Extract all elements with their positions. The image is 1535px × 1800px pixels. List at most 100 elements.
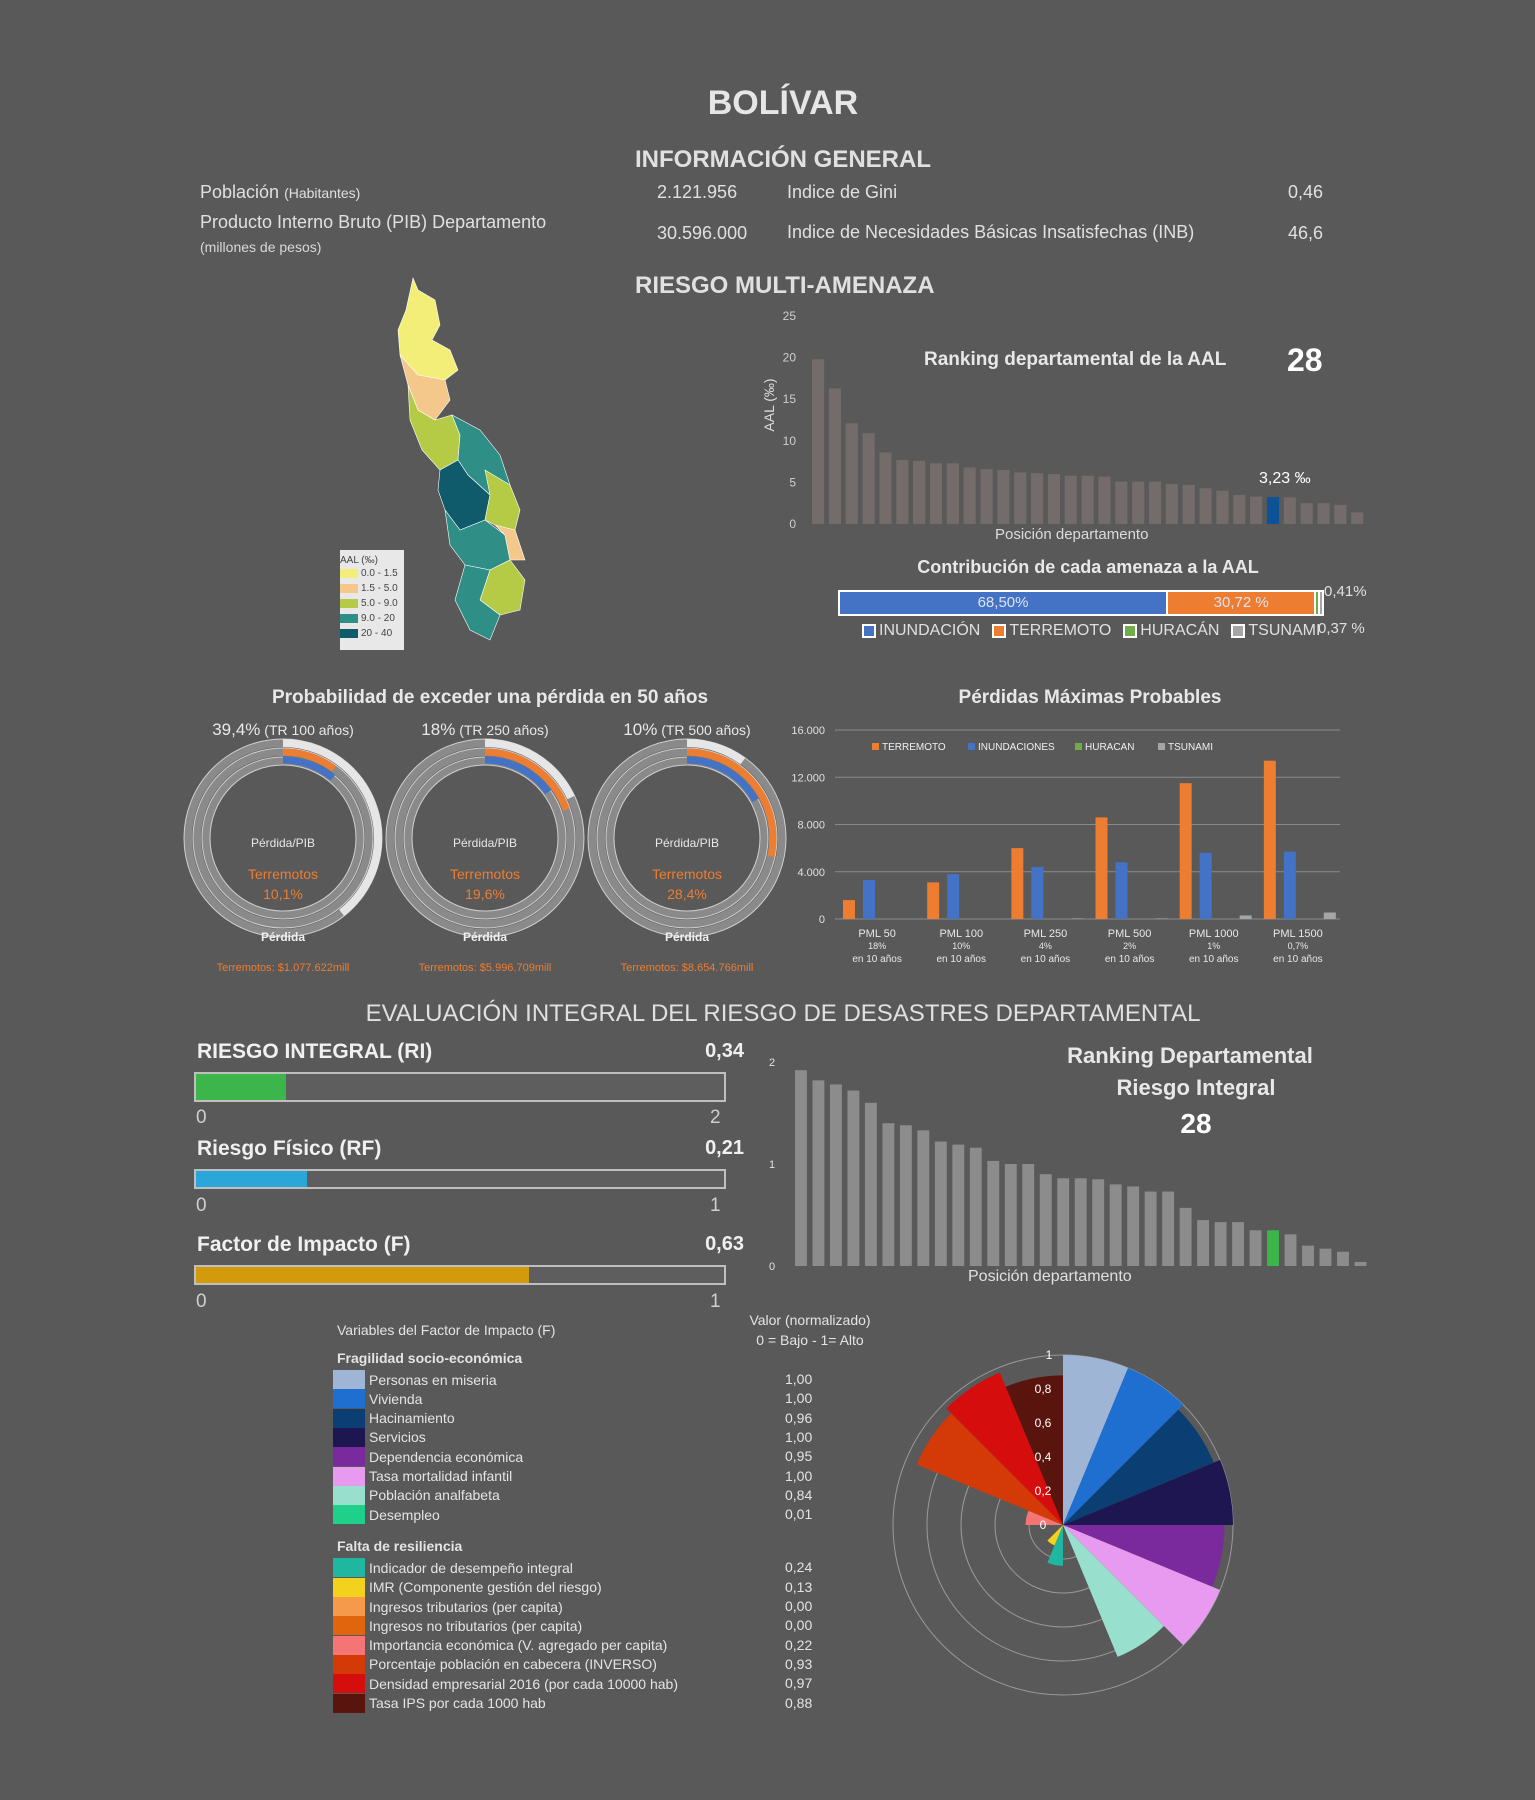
legend-label: Vivienda [369,1390,423,1407]
ri-bar [1214,1222,1227,1266]
gauge-value: 0,21 [705,1137,744,1159]
donut-ring-line [192,747,374,929]
legend-item: Importancia económica (V. agregado per c… [333,1635,668,1655]
aal-highlight-label: 3,23 ‰ [1259,470,1311,487]
aal-ytick: 20 [783,351,797,365]
contribution-bar: 68,50% 30,72 % [838,590,1324,616]
aal-xlabel: Posición departamento [995,526,1149,543]
aal-bar [812,359,825,524]
pml-bar [1115,862,1128,919]
map-legend-swatch [340,629,358,638]
pml-bar [1239,915,1252,919]
pml-legend-swatch [1075,743,1082,750]
probability-value: 10% [623,720,658,739]
aal-ytick: 0 [789,517,796,531]
legend-group-title: Falta de resiliencia [337,1538,463,1555]
map-legend-box: AAL (‰) 0.0 - 1.5 1.5 - 5.0 5.0 - 9.0 9.0 -… [334,550,404,650]
ri-bar [899,1125,912,1266]
pml-bar [1283,851,1296,919]
polar-slice [1063,1525,1225,1587]
pml-legend-label: HURACAN [1085,742,1134,753]
polar-slice [1063,1367,1184,1525]
ri-ranking-title-1: Ranking Departamental [1067,1043,1313,1068]
polar-rtick: 0,4 [1035,1450,1052,1464]
aal-bar [1283,497,1296,524]
legend-label: Dependencia económica [369,1448,524,1465]
aal-bar [1047,474,1061,524]
pml-title: Pérdidas Máximas Probables [958,687,1222,708]
legend-swatch [333,1485,365,1505]
gauge-max: 1 [710,1291,721,1312]
return-period: (TR 500 años) [657,722,751,738]
legend-item: Desempleo [333,1505,440,1525]
donut-heading: 39,4% (TR 100 años) [173,720,393,740]
center-label: Pérdida/PIB [654,836,720,850]
legend-item: IMR (Componente gestión del riesgo) [333,1577,602,1597]
polar-slice [1063,1525,1164,1657]
flood-arc [403,756,567,920]
legend-item: Porcentaje población en cabecera (INVERS… [333,1654,657,1674]
section-title-multi-hazard: RIESGO MULTI-AMENAZA [635,272,935,299]
map-region-south-3 [454,564,501,641]
ri-bar [1337,1251,1349,1266]
aal-bar [896,459,909,524]
pml-ytick: 0 [819,914,825,926]
legend-swatch [862,624,876,638]
legend-label: Tasa IPS por cada 1000 hab [369,1695,546,1711]
donut-ring-line [613,764,761,912]
aal-bar [963,467,976,524]
pib-unit: (millones de pesos) [200,239,322,255]
legend-value: 0,97 [785,1675,813,1692]
aal-bar [980,469,993,524]
polar-slice [1005,1375,1063,1525]
earthquake-loss-amount: Terremotos: $1.077.622mill [216,962,350,974]
legend-label: Importancia económica (V. agregado per c… [369,1637,668,1654]
legend-swatch [1231,624,1246,638]
map-legend-label: 1.5 - 5.0 [361,583,398,594]
ri-bar [987,1160,1000,1266]
legend-swatch [333,1370,365,1389]
ri-bar [1022,1164,1035,1266]
legend-value: 0,01 [785,1506,813,1523]
ri-bar [864,1102,877,1266]
earthquake-arc [597,748,777,928]
legend-value: 0,00 [785,1598,813,1614]
aal-bar [1266,497,1280,524]
legend-swatch [333,1597,365,1616]
loss-donut [183,738,383,938]
polar-slice [1063,1459,1233,1525]
pml-legend-label: TSUNAMI [1168,742,1213,753]
center-label: Pérdida/PIB [452,836,518,850]
pml-bar [1031,867,1044,919]
polar-rtick: 0,8 [1035,1382,1052,1396]
donut-ring-line [596,747,778,929]
ri-bar [1302,1245,1314,1266]
pml-bar [1095,817,1108,919]
map-legend-item: 9.0 - 20 [340,611,404,626]
contribution-hurricane-label: 0,41% [1324,583,1367,600]
section-title-general-info: INFORMACIÓN GENERAL [635,146,931,173]
aal-bar [1300,503,1313,524]
probability-arc [184,739,382,937]
legend-label: Densidad empresarial 2016 (por cada 1000… [369,1675,678,1692]
legend-item: Hacinamiento [333,1408,455,1428]
aal-bar [845,423,858,524]
page-title: BOLÍVAR [707,84,859,122]
aal-ylabel: AAL (‰) [761,378,777,432]
map-legend-label: 0.0 - 1.5 [361,568,398,579]
aal-bar [828,388,841,524]
map-legend-swatch [340,614,358,623]
pml-bar [927,882,940,919]
legend-item: TERREMOTO [992,622,1111,640]
polar-slice [1025,1510,1063,1525]
aal-bar [1031,473,1044,524]
legend-label: Indicador de desempeño integral [369,1559,573,1576]
gauge-min: 0 [196,1291,207,1312]
legend-item: Vivienda [333,1389,423,1409]
legend-group-title: Fragilidad socio-económica [337,1350,523,1366]
ri-ranking-title-2: Riesgo Integral [1116,1075,1276,1100]
pml-bar [863,880,875,919]
loss-donut [385,738,585,938]
nbi-value: 46,6 [1287,223,1323,243]
